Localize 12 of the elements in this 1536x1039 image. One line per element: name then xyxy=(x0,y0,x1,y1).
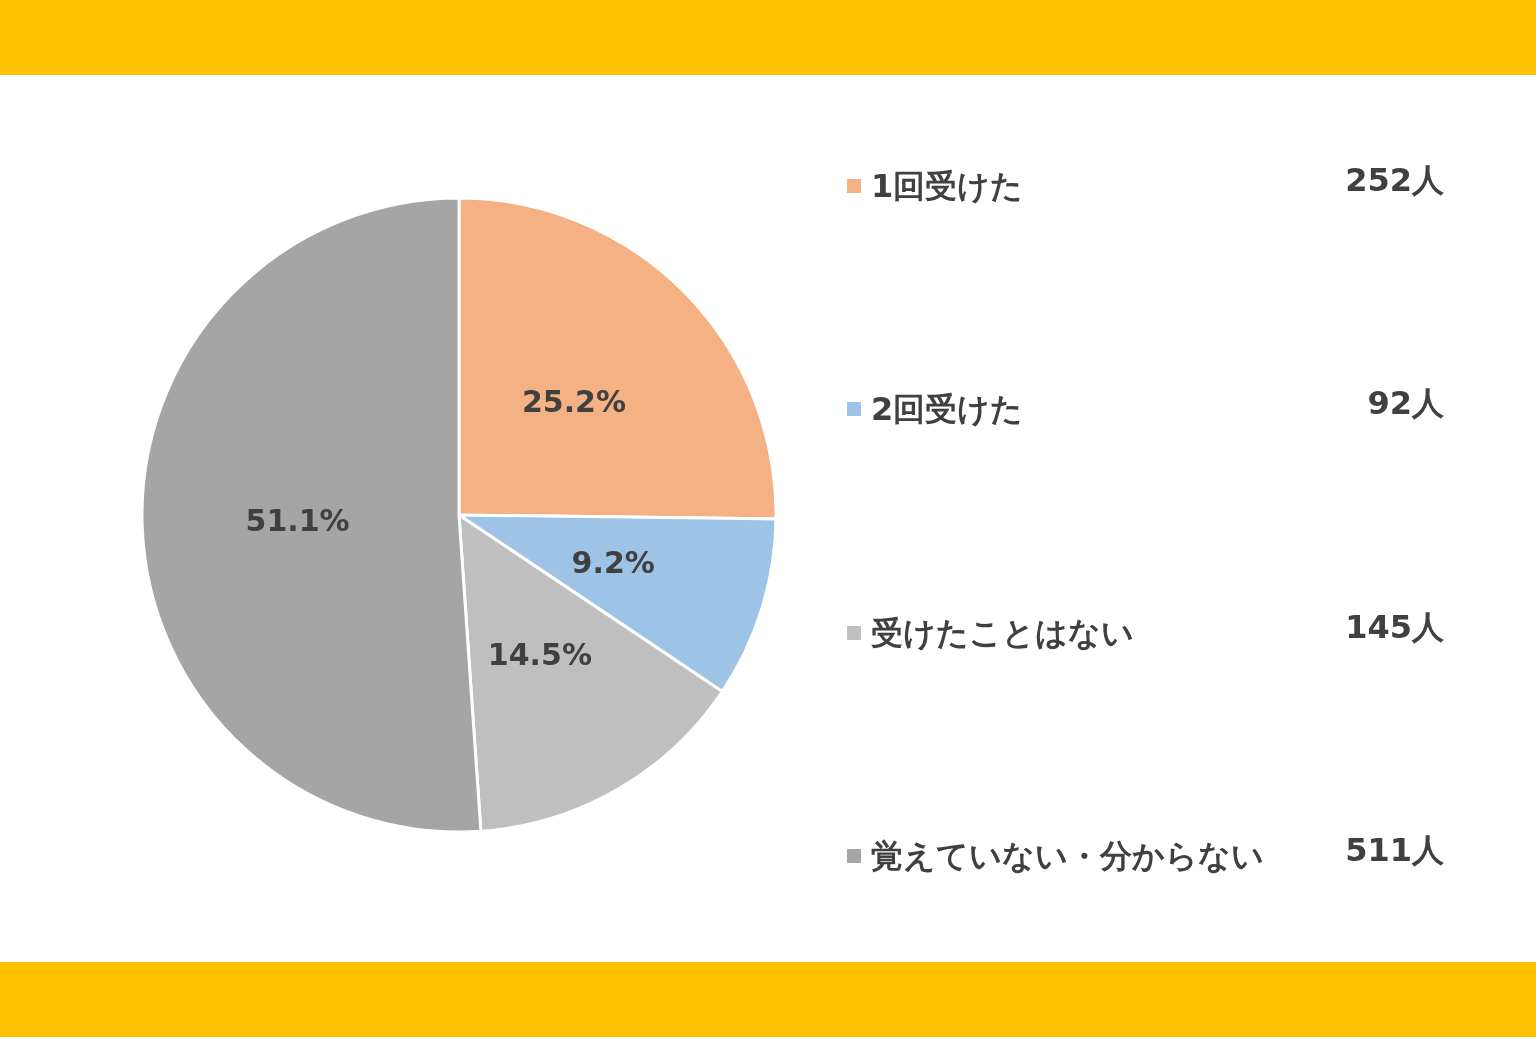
text: 92人 xyxy=(1367,384,1445,422)
data-label: 25.2% xyxy=(521,384,626,420)
data-label: 14.5% xyxy=(487,637,592,673)
text: 511人 xyxy=(1345,831,1445,869)
legend-label: 受けたことはない xyxy=(871,614,1134,652)
text: 145人 xyxy=(1345,608,1445,646)
legend-label: 2回受けた xyxy=(871,390,1024,428)
data-label: 9.2% xyxy=(571,545,655,581)
legend-label: 覚えていない・分からない xyxy=(871,837,1264,875)
legend-label: 1回受けた xyxy=(871,167,1024,205)
data-label: 51.1% xyxy=(245,503,350,539)
text: 252人 xyxy=(1345,161,1445,199)
